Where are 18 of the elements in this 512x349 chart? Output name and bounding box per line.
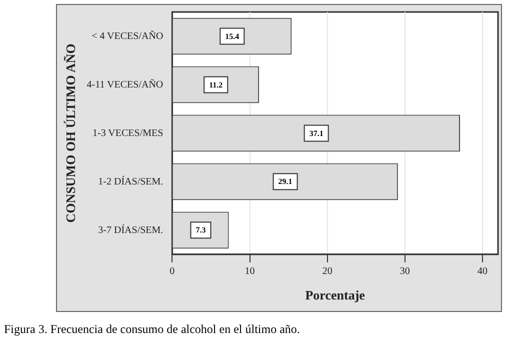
data-label: 37.1 xyxy=(309,128,324,138)
text: Figura 3. Frecuencia de consumo de alcohol en el último año. xyxy=(4,322,301,337)
x-tick-label: 0 xyxy=(170,266,175,278)
y-tick-label: 1-2 DÍAS/SEM. xyxy=(98,175,164,188)
y-tick-label: < 4 VECES/AÑO xyxy=(92,30,164,42)
data-label: 11.2 xyxy=(209,80,223,90)
data-label: 15.4 xyxy=(225,32,240,41)
x-tick-label: 20 xyxy=(322,266,332,278)
x-tick-label: 10 xyxy=(244,266,255,278)
y-axis-title: CONSUMO OH ÚLTIMO AÑO xyxy=(63,44,78,223)
y-tick-label: 4-11 VECES/AÑO xyxy=(86,78,164,90)
data-label: 29.1 xyxy=(278,177,292,186)
y-tick-label: 1-3 VECES/MES xyxy=(92,128,164,139)
x-axis-title: Porcentaje xyxy=(305,288,366,303)
x-tick-label: 30 xyxy=(400,266,410,278)
y-tick-label: 3-7 DÍAS/SEM. xyxy=(98,224,164,236)
x-tick-label: 40 xyxy=(477,266,488,278)
data-label: 7.3 xyxy=(196,226,206,235)
